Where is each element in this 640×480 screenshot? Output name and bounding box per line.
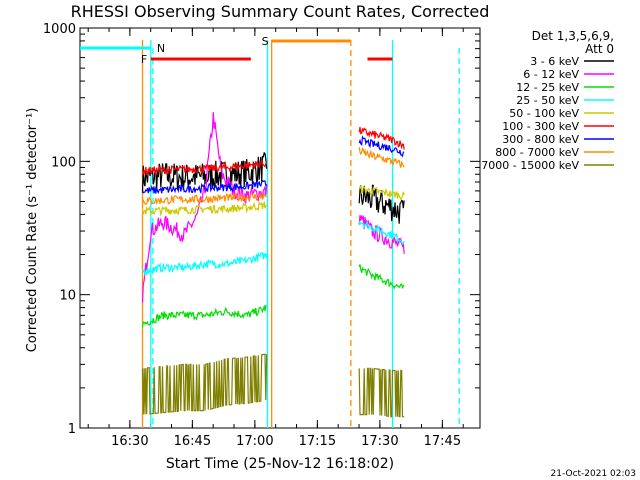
- y-axis-label: Corrected Count Rate (s⁻¹ detector⁻¹): [25, 108, 40, 353]
- flag-label: S: [262, 35, 269, 48]
- y-tick-label: 10: [59, 289, 76, 304]
- x-axis-label: Start Time (25-Nov-12 16:18:02): [166, 456, 394, 472]
- series-line: [358, 184, 405, 224]
- series-line: [141, 179, 268, 195]
- legend-label: 7000 - 15000 keV: [481, 159, 579, 172]
- series-line: [141, 353, 268, 415]
- x-tick-label: 17:45: [424, 434, 461, 449]
- plot-area: 16:30 16:45 17:00 17:15 17:30 17:45 1 10 100 1000…: [43, 22, 481, 449]
- legend-title: Det 1,3,5,6,9,: [532, 29, 614, 43]
- x-tick-label: 16:45: [174, 434, 211, 449]
- legend-label: 800 - 7000 keV: [495, 146, 579, 159]
- series-line: [141, 251, 268, 277]
- plot-frame: [79, 27, 481, 429]
- legend-label: 300 - 800 keV: [502, 133, 579, 146]
- series-line: [141, 159, 268, 177]
- series-line: [358, 147, 405, 168]
- series-line: [358, 367, 405, 418]
- series-line: [358, 264, 405, 290]
- x-tick-label: 17:30: [361, 434, 398, 449]
- series-line: [141, 191, 267, 206]
- legend-label: 100 - 300 keV: [502, 120, 579, 133]
- timestamp: 21-Oct-2021 02:03: [551, 469, 636, 479]
- x-tick-label: 17:00: [236, 434, 273, 449]
- series-line: [358, 215, 405, 254]
- series-line: [141, 200, 268, 217]
- y-tick-label: 1: [68, 422, 76, 437]
- legend-label: 50 - 100 keV: [509, 107, 579, 120]
- y-tick-label: 100: [51, 155, 76, 170]
- series-line: [358, 135, 405, 158]
- legend-label: 6 - 12 keV: [523, 68, 579, 81]
- legend-label: 3 - 6 keV: [530, 55, 579, 68]
- flag-label: F: [141, 53, 147, 66]
- series-line: [358, 126, 405, 150]
- x-tick-label: 17:15: [299, 434, 336, 449]
- legend-subtitle: Att 0: [585, 42, 614, 56]
- legend-label: 12 - 25 keV: [516, 81, 579, 94]
- x-tick-label: 16:30: [111, 434, 148, 449]
- y-tick-label: 1000: [43, 22, 76, 37]
- chart-title: RHESSI Observing Summary Count Rates, Co…: [71, 2, 490, 21]
- series-line: [141, 304, 268, 328]
- series-line: [358, 221, 405, 245]
- series-line: [358, 185, 405, 201]
- legend-label: 25 - 50 keV: [516, 94, 579, 107]
- flag-label: N: [157, 42, 165, 55]
